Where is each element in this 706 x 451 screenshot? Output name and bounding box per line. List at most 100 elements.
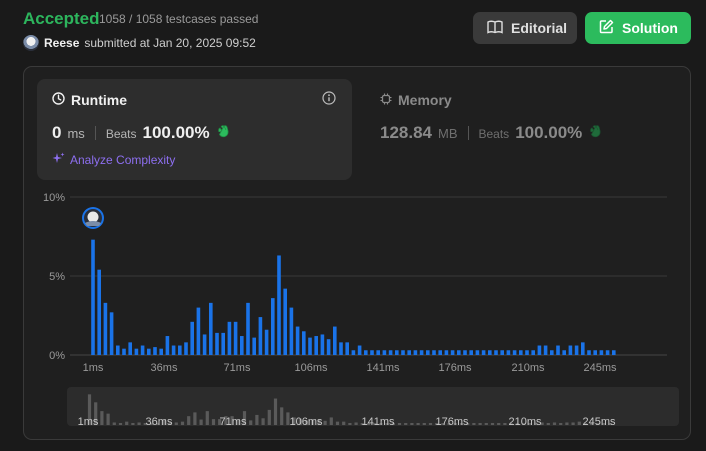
chart-bar[interactable] [345, 342, 349, 355]
chart-bar[interactable] [605, 350, 610, 355]
chart-bar[interactable] [91, 239, 95, 355]
chart-bar[interactable] [599, 350, 604, 355]
chart-bar[interactable] [382, 350, 387, 355]
chart-bar[interactable] [258, 317, 263, 355]
chart-bar[interactable] [376, 350, 380, 355]
chart-bar[interactable] [593, 350, 597, 355]
overview-bar [546, 423, 550, 425]
overview-strip[interactable] [67, 387, 679, 426]
chart-bar[interactable] [543, 345, 548, 355]
chart-bar[interactable] [178, 345, 182, 355]
chart-bar[interactable] [556, 345, 560, 355]
chart-bar[interactable] [271, 298, 275, 355]
chart-bar[interactable] [246, 302, 250, 355]
user-avatar[interactable] [23, 35, 39, 51]
chart-bar[interactable] [550, 350, 554, 355]
chart-bar[interactable] [308, 337, 312, 355]
chart-bar[interactable] [252, 337, 256, 355]
chart-bar[interactable] [97, 269, 101, 355]
chart-bar[interactable] [190, 321, 194, 355]
chart-bar[interactable] [326, 339, 331, 355]
chart-bar[interactable] [444, 350, 449, 355]
chart-bar[interactable] [103, 302, 108, 355]
chart-bar[interactable] [475, 350, 480, 355]
chart-bar[interactable] [264, 329, 269, 355]
chart-bar[interactable] [140, 345, 145, 355]
chart-bar[interactable] [165, 336, 170, 355]
chart-bar[interactable] [413, 350, 418, 355]
chart-bar[interactable] [233, 321, 238, 355]
chart-bar[interactable] [134, 348, 139, 355]
chart-bar[interactable] [438, 350, 442, 355]
chart-bar[interactable] [370, 350, 374, 355]
chart-bar[interactable] [109, 312, 114, 355]
chart-bar[interactable] [357, 345, 362, 355]
chart-bar[interactable] [364, 350, 368, 355]
memory-card[interactable]: Memory 128.84 MB Beats 100.00% [365, 79, 680, 180]
username[interactable]: Reese [44, 36, 80, 50]
chart-bar[interactable] [432, 350, 436, 355]
chart-bar[interactable] [351, 350, 356, 355]
chart-bar[interactable] [240, 336, 244, 355]
chart-bar[interactable] [481, 350, 486, 355]
chart-bar[interactable] [463, 350, 467, 355]
chart-bar[interactable] [500, 350, 504, 355]
chart-bar[interactable] [426, 350, 430, 355]
chart-bar[interactable] [302, 331, 306, 355]
chart-bar[interactable] [531, 350, 535, 355]
chart-bar[interactable] [209, 302, 213, 355]
chart-bar[interactable] [388, 350, 393, 355]
chart-bar[interactable] [401, 350, 405, 355]
chart-bar[interactable] [283, 288, 287, 355]
chart-bar[interactable] [314, 336, 318, 355]
overview-bar [199, 419, 203, 425]
chart-bar[interactable] [512, 350, 517, 355]
chart-bar[interactable] [122, 348, 126, 355]
chart-bar[interactable] [339, 342, 343, 355]
chart-bar[interactable] [147, 348, 151, 355]
chart-bar[interactable] [202, 334, 207, 355]
chart-bar[interactable] [469, 350, 473, 355]
chart-bar[interactable] [519, 350, 523, 355]
chart-bar[interactable] [525, 350, 529, 355]
chart-bar[interactable] [295, 326, 300, 355]
runtime-card[interactable]: Runtime 0 ms Beats 100.00% Analyze Compl… [37, 79, 352, 180]
clock-icon [52, 92, 65, 108]
chart-bar[interactable] [506, 350, 511, 355]
chart-bar[interactable] [215, 332, 219, 355]
chart-bar[interactable] [488, 350, 492, 355]
chart-bar[interactable] [171, 345, 176, 355]
chart-bar[interactable] [494, 350, 498, 355]
solution-button[interactable]: Solution [585, 12, 691, 44]
chart-bar[interactable] [277, 255, 281, 355]
overview-bar [162, 419, 166, 425]
chart-bar[interactable] [227, 321, 232, 355]
chart-bar[interactable] [562, 350, 566, 355]
analyze-complexity-link[interactable]: Analyze Complexity [52, 152, 175, 168]
chart-bar[interactable] [320, 334, 325, 355]
chart-bar[interactable] [221, 332, 225, 355]
chart-bar[interactable] [581, 342, 585, 355]
chart-bar[interactable] [450, 350, 455, 355]
chart-bar[interactable] [333, 326, 337, 355]
chart-bar[interactable] [574, 345, 579, 355]
chart-bar[interactable] [159, 348, 163, 355]
chart-bar[interactable] [568, 345, 573, 355]
chart-bar[interactable] [128, 342, 132, 355]
chart-bar[interactable] [587, 350, 591, 355]
chart-bar[interactable] [153, 347, 157, 355]
editorial-button[interactable]: Editorial [473, 12, 577, 44]
info-icon[interactable] [322, 91, 336, 110]
chart-bar[interactable] [612, 350, 616, 355]
chart-bar[interactable] [395, 350, 399, 355]
chart-bar[interactable] [457, 350, 461, 355]
chart-bar[interactable] [289, 307, 294, 355]
chart-bar[interactable] [419, 350, 424, 355]
chart-bar[interactable] [537, 345, 542, 355]
chart-bar[interactable] [184, 342, 188, 355]
chart-bar[interactable] [407, 350, 411, 355]
overview-bar [149, 422, 154, 425]
chart-bar[interactable] [116, 345, 120, 355]
chart-bar[interactable] [196, 307, 201, 355]
